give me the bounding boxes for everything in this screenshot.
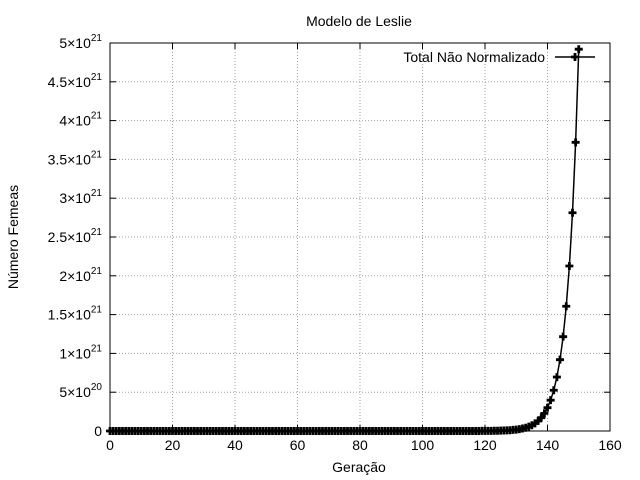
y-tick-mantissa: 1×10	[59, 345, 91, 361]
grid-layer	[110, 43, 610, 431]
y-tick-mantissa: 2×10	[59, 268, 91, 284]
y-tick-mantissa: 3×10	[59, 190, 91, 206]
y-tick-exponent: 21	[91, 266, 103, 277]
data-point	[574, 45, 583, 54]
series-line	[110, 49, 580, 432]
data-point	[565, 261, 574, 270]
x-tick-label: 160	[598, 437, 622, 453]
legend-label: Total Não Normalizado	[403, 49, 545, 65]
y-axis-label: Número Femeas	[5, 185, 21, 289]
x-axis-ticks: 0 20 40 60 80 100 120 140 160	[106, 43, 622, 453]
data-point	[540, 409, 549, 418]
y-tick-label: 0	[94, 423, 102, 439]
y-tick-label: 5×1021	[59, 33, 102, 51]
y-tick-label: 3×1021	[59, 188, 102, 206]
x-tick-label: 100	[411, 437, 435, 453]
y-tick-exponent: 21	[91, 111, 103, 122]
x-tick-label: 20	[165, 437, 181, 453]
chart-title: Modelo de Leslie	[306, 13, 412, 29]
data-point	[527, 421, 536, 430]
y-tick-label: 5×1020	[59, 382, 102, 400]
x-tick-label: 140	[536, 437, 560, 453]
data-point	[534, 416, 543, 425]
y-tick-label: 1×1021	[59, 343, 102, 361]
x-axis-label: Geração	[332, 459, 386, 475]
y-tick-mantissa: 2.5×10	[48, 229, 91, 245]
data-point	[552, 373, 561, 382]
y-tick-mantissa: 5×10	[59, 35, 91, 51]
y-tick-label: 1.5×1021	[48, 305, 103, 323]
y-tick-label: 2×1021	[59, 266, 102, 284]
y-tick-label: 4×1021	[59, 111, 102, 129]
x-tick-label: 60	[290, 437, 306, 453]
x-tick-label: 120	[473, 437, 497, 453]
y-tick-exponent: 20	[91, 382, 103, 393]
data-point	[537, 413, 546, 422]
data-point	[562, 302, 571, 311]
data-point	[546, 396, 555, 405]
y-tick-mantissa: 1.5×10	[48, 307, 91, 323]
y-tick-exponent: 21	[91, 188, 103, 199]
data-point	[556, 355, 564, 364]
y-tick-exponent: 21	[91, 305, 103, 316]
y-tick-exponent: 21	[91, 343, 103, 354]
data-point	[524, 422, 533, 431]
y-tick-label: 4.5×1021	[48, 72, 103, 90]
y-tick-exponent: 21	[91, 149, 103, 160]
y-tick-label: 2.5×1021	[48, 227, 103, 245]
y-tick-label: 3.5×1021	[48, 149, 103, 167]
y-axis-ticks: 05×10201×10211.5×10212×10212.5×10213×102…	[48, 33, 610, 439]
y-tick-mantissa: 0	[94, 423, 102, 439]
data-point	[559, 332, 568, 341]
series-layer	[106, 45, 583, 435]
legend-marker	[571, 53, 579, 61]
y-tick-exponent: 21	[91, 227, 103, 238]
x-tick-label: 40	[227, 437, 243, 453]
legend: Total Não Normalizado	[403, 49, 595, 65]
y-tick-mantissa: 5×10	[59, 384, 91, 400]
y-tick-mantissa: 4×10	[59, 113, 91, 129]
data-point	[571, 138, 580, 147]
x-tick-label: 80	[352, 437, 368, 453]
y-tick-mantissa: 3.5×10	[48, 151, 91, 167]
data-point	[568, 208, 577, 217]
y-tick-mantissa: 4.5×10	[48, 74, 91, 90]
data-point	[549, 386, 558, 395]
data-point	[531, 419, 539, 428]
x-tick-label: 0	[106, 437, 114, 453]
y-tick-exponent: 21	[91, 33, 103, 44]
data-point	[543, 403, 552, 412]
y-tick-exponent: 21	[91, 72, 103, 83]
